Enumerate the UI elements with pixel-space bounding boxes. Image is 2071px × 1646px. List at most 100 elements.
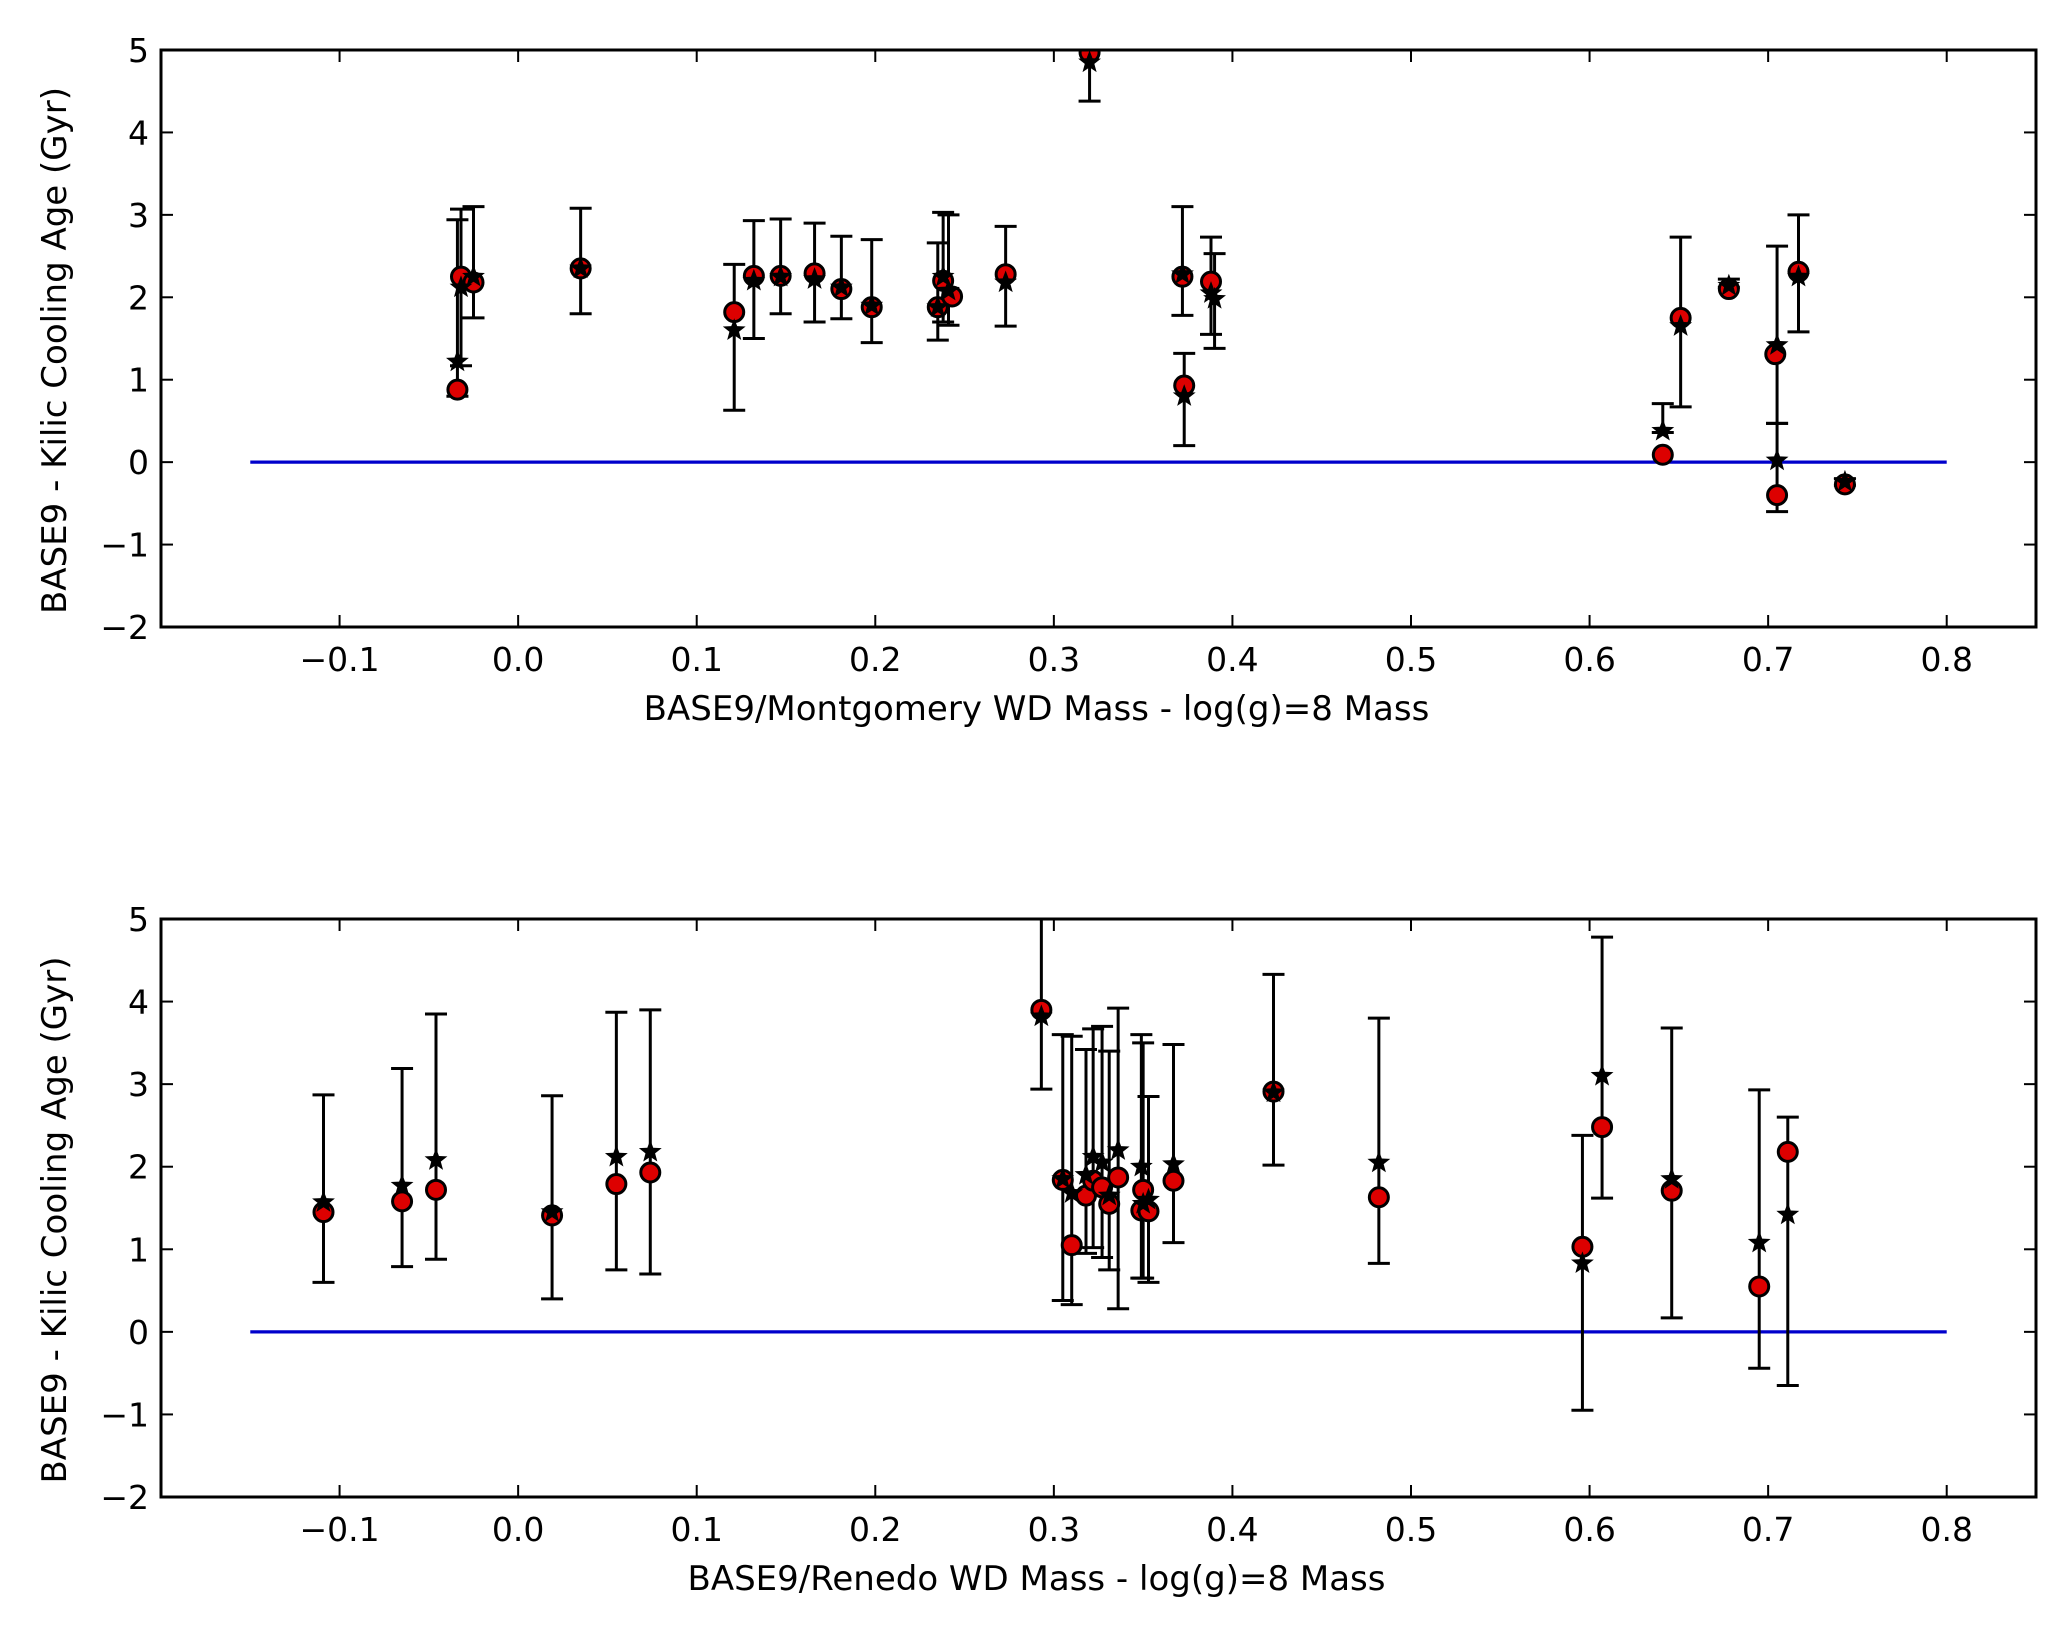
bottom-x-tick-label: 0.2: [849, 1510, 901, 1549]
top-x-tick-label: 0.8: [1920, 640, 1972, 679]
bottom-y-tick-label: −2: [100, 1478, 149, 1517]
top-y-tick-label: 0: [128, 443, 149, 482]
top-error-bar: [1171, 205, 1194, 317]
top-y-tick-label: 4: [128, 113, 149, 152]
top-y-tick-label: −2: [100, 608, 149, 647]
top-star-point: [931, 264, 955, 287]
top-circle-point: [1766, 484, 1789, 507]
bottom-star-point: [1051, 1167, 1075, 1189]
bottom-error-bar: [425, 1012, 447, 1261]
bottom-circle-point: [391, 1190, 414, 1213]
bottom-y-tick-label: 3: [128, 1065, 149, 1104]
top-star-point: [1765, 333, 1789, 355]
top-star-point: [1651, 418, 1675, 441]
bottom-error-bar: [1571, 1133, 1594, 1412]
bottom-y-tick-label: 1: [128, 1230, 149, 1269]
top-star-point: [937, 278, 960, 301]
top-star-point: [742, 268, 766, 291]
bottom-star-point: [390, 1173, 414, 1196]
top-panel-marks: [250, 50, 1947, 514]
top-x-tick-label: 0.7: [1742, 640, 1794, 679]
bottom-star-point: [638, 1139, 662, 1162]
bottom-x-tick-label: −0.1: [300, 1510, 380, 1549]
top-error-bar: [446, 218, 469, 398]
bottom-error-bar: [1107, 1006, 1130, 1311]
top-circle-point: [1651, 443, 1674, 466]
bottom-panel: −0.1 0.0 0.1 0.2 0.3 0.4 0.5 0.6 0.7 0.8 −2 −1 0 1 2 3 4…: [35, 900, 2038, 1599]
top-panel-ticks: −0.1 0.0 0.1 0.2 0.3 0.4 0.5 0.6 0.7 0.8 −2 −1 0 1 2 3 4…: [100, 31, 2036, 679]
top-circle-point: [446, 378, 469, 401]
bottom-x-tick-label: 0.4: [1206, 1510, 1258, 1549]
bottom-star-point: [424, 1148, 448, 1170]
bottom-star-point: [1097, 1183, 1121, 1206]
top-star-point: [722, 318, 746, 340]
top-star-point: [462, 264, 485, 287]
top-panel-frame: [159, 48, 2038, 629]
top-star-point: [860, 293, 884, 316]
bottom-circle-point: [1162, 1169, 1185, 1192]
top-star-point: [569, 256, 593, 279]
top-star-point: [994, 270, 1018, 293]
top-x-tick-label: 0.0: [492, 640, 544, 679]
top-star-point: [1787, 264, 1810, 287]
top-star-point: [803, 267, 826, 289]
bottom-error-bar: [541, 1094, 564, 1301]
top-star-point: [1171, 262, 1194, 284]
bottom-circle-point: [1776, 1140, 1799, 1163]
bottom-circle-point: [425, 1178, 447, 1201]
top-y-tick-label: −1: [100, 526, 149, 565]
top-y-tick-label: 3: [128, 196, 149, 235]
bottom-error-bar: [391, 1066, 414, 1269]
bottom-star-point: [1571, 1251, 1594, 1274]
bottom-y-tick-label: −1: [100, 1395, 149, 1434]
bottom-x-tick-label: 0.6: [1563, 1510, 1615, 1549]
top-star-point: [449, 275, 473, 298]
top-x-tick-label: −0.1: [300, 640, 380, 679]
top-panel: −0.1 0.0 0.1 0.2 0.3 0.4 0.5 0.6 0.7 0.8 −2 −1 0 1 2 3 4…: [35, 31, 2038, 729]
bottom-star-point: [1074, 1162, 1098, 1185]
bottom-star-point: [604, 1144, 628, 1167]
top-error-bar: [462, 205, 485, 320]
bottom-panel-y-axis-label: BASE9 - Kilic Cooling Age (Gyr): [35, 956, 75, 1483]
bottom-star-point: [1129, 1154, 1153, 1177]
bottom-x-tick-label: 0.8: [1920, 1510, 1972, 1549]
top-star-point: [1833, 469, 1857, 492]
bottom-x-tick-label: 0.3: [1028, 1510, 1080, 1549]
bottom-circle-point: [1748, 1275, 1771, 1298]
bottom-panel-ticks: −0.1 0.0 0.1 0.2 0.3 0.4 0.5 0.6 0.7 0.8 −2 −1 0 1 2 3 4…: [100, 900, 2036, 1549]
top-star-point: [1765, 448, 1789, 471]
bottom-star-point: [1262, 1080, 1285, 1103]
bottom-y-tick-label: 2: [128, 1148, 149, 1187]
top-x-tick-label: 0.2: [849, 640, 901, 679]
bottom-y-tick-label: 4: [128, 983, 149, 1022]
top-star-point: [1078, 50, 1101, 73]
bottom-error-bar: [1748, 1088, 1771, 1370]
bottom-error-bar: [1262, 972, 1285, 1167]
top-star-point: [446, 349, 469, 372]
bottom-star-point: [1367, 1150, 1391, 1173]
bottom-star-point: [1131, 1191, 1155, 1214]
bottom-circle-point: [639, 1161, 662, 1184]
top-star-point: [1203, 286, 1226, 309]
bottom-star-point: [1590, 1063, 1614, 1086]
bottom-circle-point: [1060, 1234, 1083, 1257]
bottom-star-point: [1029, 1004, 1053, 1027]
bottom-star-point: [1081, 1144, 1105, 1167]
bottom-star-point: [1137, 1187, 1160, 1210]
bottom-x-tick-label: 0.7: [1742, 1510, 1794, 1549]
bottom-star-point: [1660, 1167, 1684, 1189]
bottom-error-bar: [1367, 1016, 1390, 1265]
bottom-x-tick-label: 0.1: [670, 1510, 722, 1549]
top-y-tick-label: 2: [128, 278, 149, 317]
bottom-panel-x-axis-label: BASE9/Renedo WD Mass - log(g)=8 Mass: [688, 1559, 1386, 1599]
bottom-star-point: [1106, 1138, 1130, 1160]
top-panel-x-axis-label: BASE9/Montgomery WD Mass - log(g)=8 Mass: [644, 689, 1430, 729]
top-star-point: [1669, 314, 1693, 336]
bottom-error-bar: [312, 1093, 335, 1284]
bottom-x-tick-label: 0.5: [1385, 1510, 1437, 1549]
bottom-y-tick-label: 0: [128, 1313, 149, 1352]
top-y-tick-label: 1: [128, 361, 149, 400]
bottom-error-bar: [1162, 1043, 1185, 1245]
